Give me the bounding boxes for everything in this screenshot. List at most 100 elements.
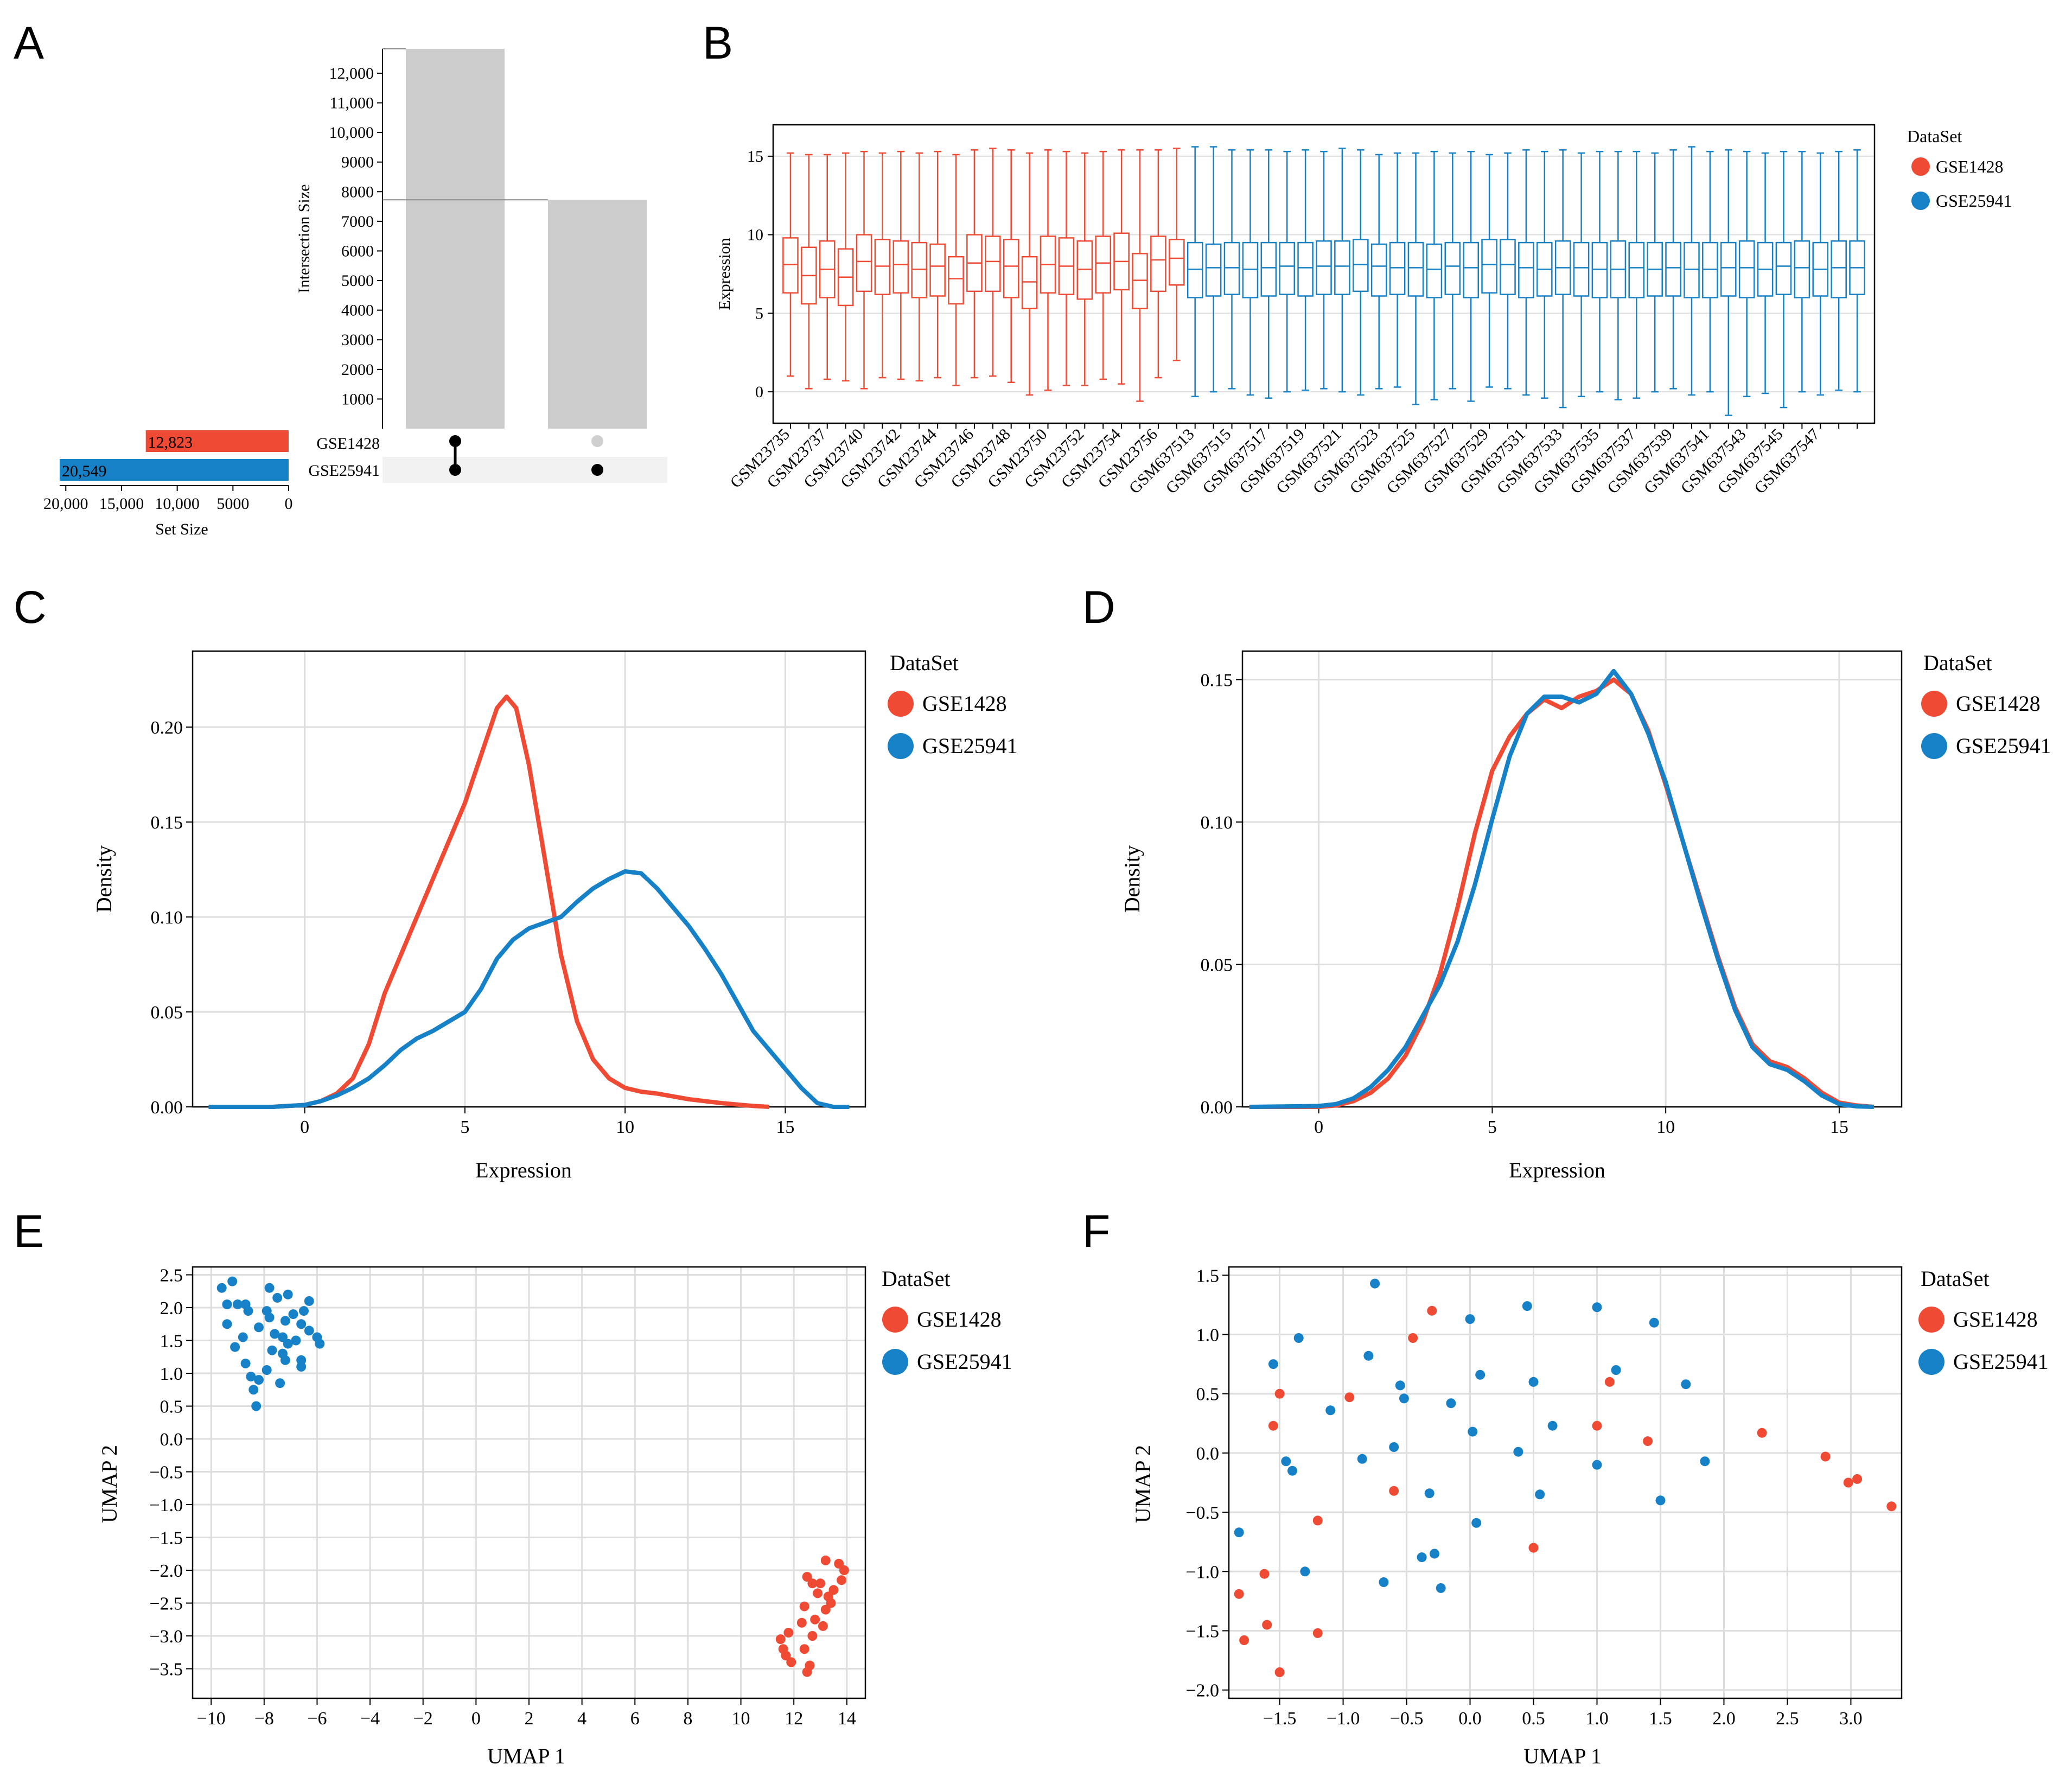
b-box bbox=[1665, 241, 1681, 297]
b-box bbox=[1223, 241, 1240, 295]
f-x-tick-label: 2.5 bbox=[1776, 1709, 1799, 1729]
e-point-gse25941 bbox=[304, 1296, 314, 1306]
b-y-tick-label: 15 bbox=[747, 148, 763, 165]
f-x-tick-label: −1.0 bbox=[1327, 1709, 1360, 1729]
b-box bbox=[1591, 241, 1608, 298]
e-x-tick-label: 8 bbox=[683, 1709, 692, 1729]
f-point-gse25941 bbox=[1293, 1333, 1304, 1343]
d-x-tick-label: 10 bbox=[1656, 1117, 1675, 1137]
a-y-tick-label: 3000 bbox=[341, 331, 374, 349]
e-point-gse25941 bbox=[238, 1332, 248, 1342]
f-point-gse25941 bbox=[1424, 1488, 1435, 1499]
f-point-gse25941 bbox=[1399, 1393, 1409, 1404]
e-point-gse25941 bbox=[233, 1299, 243, 1309]
a-set-tick-label: 20,000 bbox=[43, 495, 88, 513]
d-legend-gse1428: GSE1428 bbox=[1956, 691, 2041, 716]
e-point-gse25941 bbox=[315, 1339, 325, 1349]
c-legend-gse25941: GSE25941 bbox=[922, 734, 1018, 758]
b-box bbox=[1628, 241, 1645, 298]
f-plot-area bbox=[1229, 1267, 1902, 1698]
b-box bbox=[1352, 239, 1369, 292]
e-point-gse25941 bbox=[288, 1309, 298, 1320]
f-point-gse1428 bbox=[1643, 1436, 1653, 1447]
d-x-tick-label: 5 bbox=[1488, 1117, 1497, 1137]
e-legend-title: DataSet bbox=[882, 1266, 951, 1291]
f-point-gse25941 bbox=[1395, 1380, 1405, 1391]
e-point-gse25941 bbox=[264, 1283, 275, 1293]
d-density-line-gse1428 bbox=[1249, 677, 1875, 1109]
b-box bbox=[948, 256, 964, 305]
b-box bbox=[1370, 243, 1387, 297]
e-x-tick-label: −2 bbox=[413, 1709, 433, 1729]
f-x-tick-label: −0.5 bbox=[1390, 1709, 1424, 1729]
e-point-gse25941 bbox=[278, 1332, 288, 1342]
f-point-gse1428 bbox=[1843, 1477, 1853, 1488]
b-box bbox=[985, 235, 1001, 292]
e-point-gse25941 bbox=[216, 1283, 227, 1293]
f-point-gse25941 bbox=[1700, 1456, 1710, 1467]
b-box bbox=[1297, 241, 1314, 297]
e-point-gse25941 bbox=[280, 1355, 290, 1365]
b-box bbox=[1334, 240, 1350, 295]
e-point-gse1428 bbox=[820, 1555, 831, 1565]
b-box bbox=[1316, 240, 1332, 295]
e-point-gse1428 bbox=[799, 1601, 809, 1611]
f-y-tick-label: 1.0 bbox=[1196, 1325, 1220, 1345]
f-y-tick-label: −2.0 bbox=[1185, 1681, 1219, 1701]
f-x-tick-label: 1.0 bbox=[1585, 1709, 1609, 1729]
f-point-gse1428 bbox=[1592, 1420, 1602, 1431]
e-x-tick-label: 6 bbox=[630, 1709, 640, 1729]
f-point-gse1428 bbox=[1886, 1501, 1897, 1512]
f-point-gse25941 bbox=[1446, 1398, 1456, 1409]
b-box bbox=[1242, 241, 1259, 298]
f-frame bbox=[1228, 1266, 1903, 1699]
e-point-gse25941 bbox=[248, 1385, 259, 1395]
f-point-gse1428 bbox=[1820, 1451, 1831, 1462]
c-x-tick-label: 10 bbox=[616, 1117, 634, 1137]
f-x-tick-label: 0.0 bbox=[1458, 1709, 1482, 1729]
a-y-tick-label: 11,000 bbox=[330, 94, 374, 112]
f-point-gse25941 bbox=[1281, 1456, 1291, 1467]
e-legend-marker-gse1428 bbox=[882, 1307, 908, 1333]
c-y-axis-title: Density bbox=[92, 845, 116, 913]
e-point-gse25941 bbox=[283, 1289, 293, 1299]
e-point-gse25941 bbox=[251, 1401, 262, 1411]
f-point-gse1428 bbox=[1312, 1515, 1323, 1526]
f-point-gse1428 bbox=[1344, 1392, 1355, 1403]
umap-scatter-raw: UMAP 1 UMAP 2 DataSet GSE1428 GSE25941 −… bbox=[97, 1266, 1012, 1768]
f-point-gse25941 bbox=[1325, 1405, 1336, 1416]
b-y-axis-title: Expression bbox=[716, 238, 734, 310]
f-y-tick-label: 1.5 bbox=[1196, 1266, 1220, 1286]
a-set-name-gse1428: GSE1428 bbox=[316, 435, 380, 453]
e-y-tick-label: 2.0 bbox=[160, 1298, 183, 1318]
a-y-tick-label: 6000 bbox=[341, 242, 374, 260]
c-y-tick-label: 0.10 bbox=[151, 908, 183, 928]
e-point-gse25941 bbox=[222, 1299, 232, 1309]
c-x-tick-label: 0 bbox=[300, 1117, 309, 1137]
f-y-tick-label: −0.5 bbox=[1185, 1503, 1219, 1523]
b-box bbox=[1095, 235, 1112, 294]
b-box bbox=[892, 240, 909, 294]
e-frame bbox=[192, 1266, 866, 1699]
b-box bbox=[1720, 241, 1737, 297]
f-point-gse25941 bbox=[1592, 1302, 1602, 1313]
f-point-gse25941 bbox=[1471, 1518, 1482, 1528]
e-x-tick-label: −8 bbox=[254, 1709, 274, 1729]
c-y-tick-label: 0.00 bbox=[151, 1098, 183, 1118]
f-point-gse25941 bbox=[1528, 1377, 1539, 1387]
e-point-gse25941 bbox=[243, 1306, 253, 1316]
a-matrix-dot bbox=[449, 435, 461, 447]
e-point-gse25941 bbox=[240, 1358, 251, 1368]
e-point-gse1428 bbox=[834, 1558, 844, 1569]
b-box bbox=[1187, 241, 1203, 298]
e-x-tick-label: 0 bbox=[471, 1709, 481, 1729]
e-point-gse25941 bbox=[296, 1319, 307, 1329]
e-point-gse1428 bbox=[775, 1634, 786, 1645]
f-point-gse25941 bbox=[1513, 1447, 1523, 1457]
d-y-tick-label: 0.05 bbox=[1201, 955, 1233, 976]
a-set-size-label: 20,549 bbox=[62, 462, 107, 480]
e-point-gse25941 bbox=[291, 1335, 301, 1346]
a-y-tick-label: 5000 bbox=[341, 272, 374, 290]
a-set-size-bar bbox=[145, 430, 289, 452]
e-point-gse25941 bbox=[283, 1339, 293, 1349]
